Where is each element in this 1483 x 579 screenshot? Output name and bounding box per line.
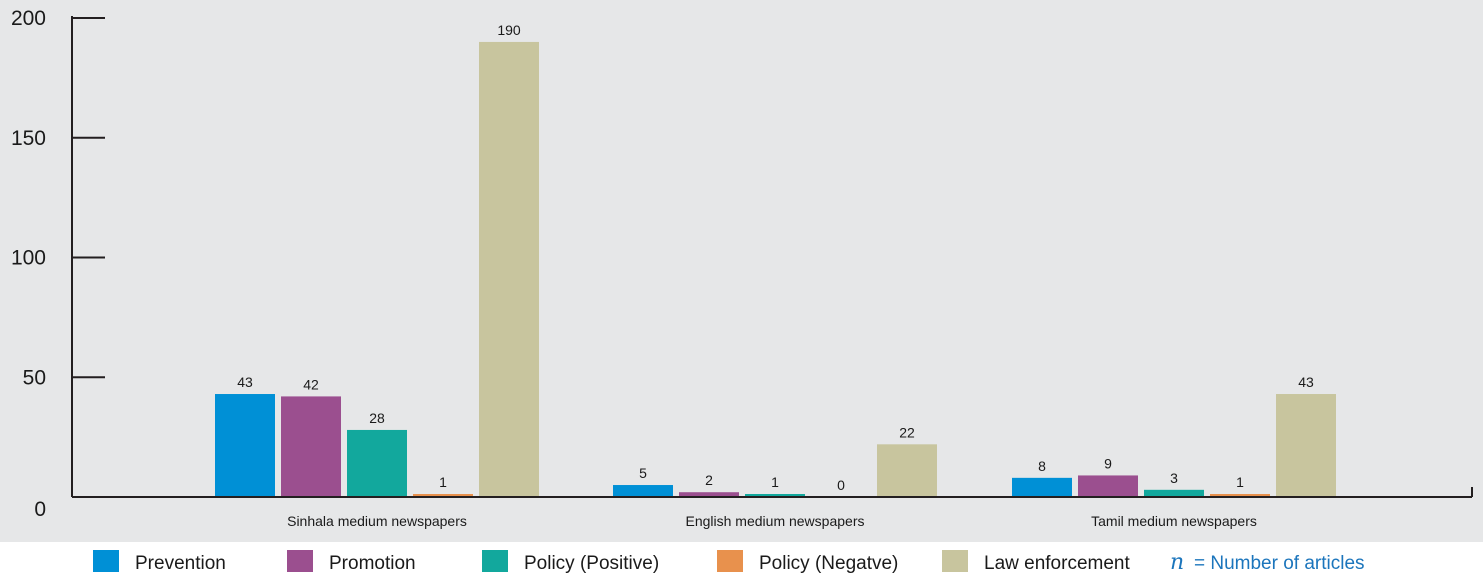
legend-label: Prevention — [135, 553, 226, 574]
bar — [215, 394, 275, 497]
bar — [1144, 489, 1204, 497]
legend-swatch — [482, 550, 508, 572]
bar — [1012, 477, 1072, 497]
value-label: 42 — [303, 376, 319, 392]
value-label: 1 — [771, 474, 779, 490]
legend-swatch — [717, 550, 743, 572]
value-label: 43 — [237, 374, 253, 390]
category-label: Tamil medium newspapers — [1091, 513, 1257, 529]
legend-label: Policy (Positive) — [524, 553, 659, 574]
bar — [877, 444, 937, 497]
bar — [1078, 475, 1138, 497]
legend-label: Law enforcement — [984, 553, 1130, 574]
value-label: 0 — [837, 477, 845, 493]
bar — [347, 429, 407, 497]
bar — [613, 485, 673, 497]
y-tick-label: 150 — [11, 127, 46, 150]
bar — [479, 41, 539, 497]
value-label: 28 — [369, 410, 385, 426]
note-text: = Number of articles — [1194, 553, 1365, 574]
note-symbol: n — [1170, 550, 1184, 574]
value-label: 8 — [1038, 458, 1046, 474]
legend-label: Policy (Negatve) — [759, 553, 898, 574]
bar — [281, 396, 341, 497]
legend-swatch — [93, 550, 119, 572]
y-tick-label: 0 — [34, 498, 46, 521]
y-tick-label: 100 — [11, 247, 46, 270]
value-label: 9 — [1104, 455, 1112, 471]
value-label: 190 — [497, 22, 521, 38]
value-label: 43 — [1298, 374, 1314, 390]
legend-swatch — [942, 550, 968, 572]
bar — [1276, 394, 1336, 497]
value-label: 1 — [439, 474, 447, 490]
y-tick-label: 50 — [23, 366, 46, 389]
bar — [679, 492, 739, 497]
legend-swatch — [287, 550, 313, 572]
value-label: 3 — [1170, 470, 1178, 486]
bar — [1210, 494, 1270, 497]
value-label: 2 — [705, 472, 713, 488]
value-label: 5 — [639, 465, 647, 481]
value-label: 1 — [1236, 474, 1244, 490]
value-label: 22 — [899, 424, 915, 440]
legend-label: Promotion — [329, 553, 416, 574]
bar — [413, 494, 473, 497]
category-label: Sinhala medium newspapers — [287, 513, 467, 529]
y-tick-label: 200 — [11, 7, 46, 30]
bar — [745, 494, 805, 497]
category-label: English medium newspapers — [686, 513, 865, 529]
